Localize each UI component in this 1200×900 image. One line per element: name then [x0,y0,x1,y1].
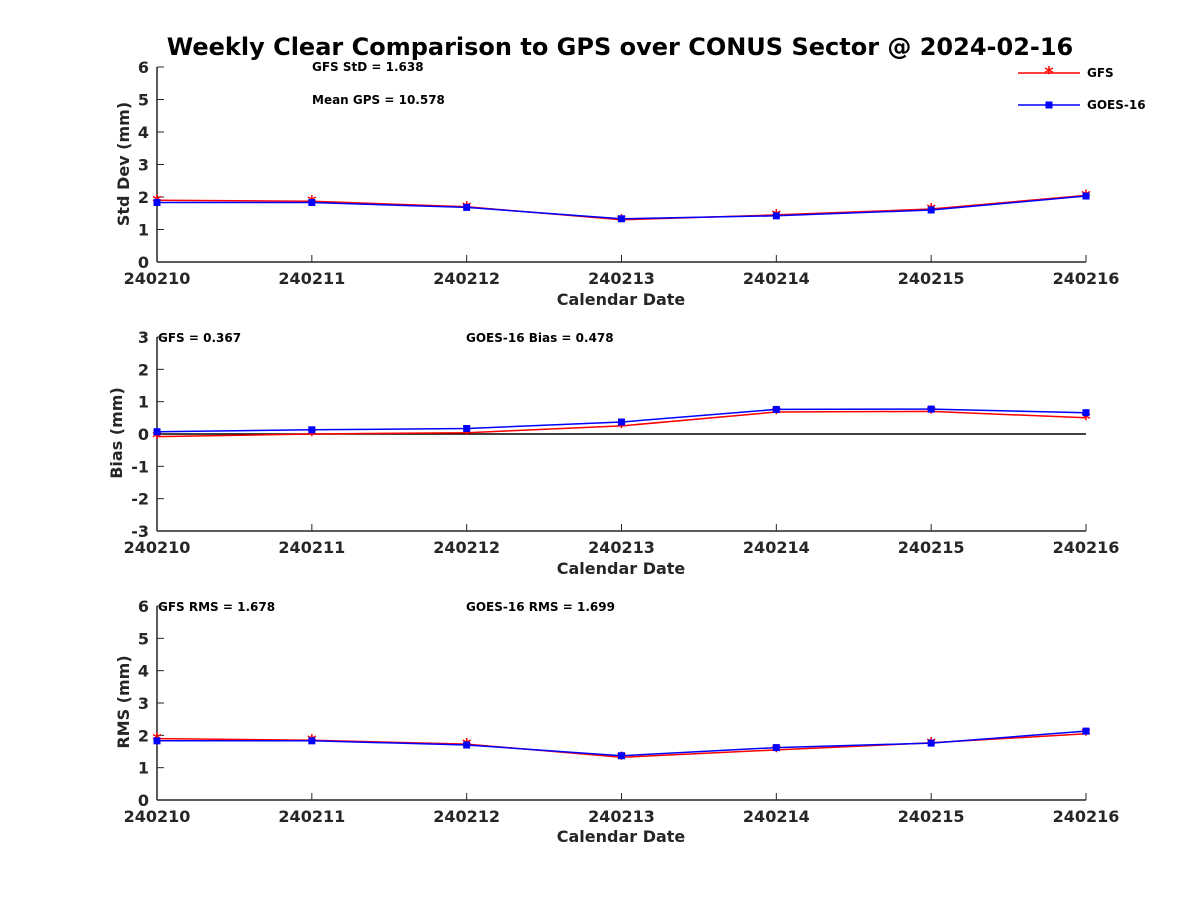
bias-plot-area: -3 -2 -1 0 1 2 3 240210 240211 240212 240213 240214… [124,328,1120,557]
bias-y-tick-label: -1 [131,457,149,476]
std-dev-annotation-mean-gps: Mean GPS = 10.578 [312,93,445,107]
rms-y-tick-label: 1 [138,759,149,778]
std-dev-point-goes16 [618,215,625,223]
bias-x-tick-label: 240216 [1053,538,1120,557]
std-dev-x-tick-label: 240214 [743,269,810,288]
std-dev-point-goes16 [308,199,316,207]
bias-point-goes16 [772,405,780,413]
bias-point-gfs: * [152,428,162,449]
rms-x-tick-label: 240214 [743,807,810,826]
rms-annotation-gfs: GFS RMS = 1.678 [158,600,275,614]
bias-x-tick-label: 240213 [588,538,655,557]
std-dev-y-tick-label: 4 [138,123,149,142]
std-dev-point-goes16 [927,206,935,214]
bias-point-goes16 [927,405,935,413]
rms-point-goes16 [463,741,471,749]
bias-point-gfs: * [926,402,936,423]
std-dev-panel: GFS StD = 1.638 Mean GPS = 10.578 Calend… [114,60,685,309]
std-dev-plot-area: 0 1 2 3 4 5 6 240210 240211 240212 240213 240214 240… [124,58,1120,288]
rms-y-tick-label: 2 [138,726,149,745]
rms-y-tick-label: 3 [138,694,149,713]
rms-y-tick-label: 4 [138,662,149,681]
std-dev-y-tick-label: 2 [138,188,149,207]
bias-x-tick-label: 240215 [898,538,965,557]
bias-y-tick-label: 1 [138,393,149,412]
legend: * GFS GOES-16 [1018,63,1146,112]
rms-point-goes16 [927,739,935,747]
std-dev-x-tick-label: 240213 [588,269,655,288]
bias-point-goes16 [618,418,625,426]
rms-point-goes16 [772,744,780,752]
std-dev-y-axis-label: Std Dev (mm) [114,102,133,226]
bias-point-gfs: * [617,417,627,438]
chart-title: Weekly Clear Comparison to GPS over CONU… [167,33,1074,61]
bias-y-tick-label: 0 [138,425,149,444]
std-dev-point-goes16 [463,203,471,211]
rms-point-goes16 [308,737,316,745]
rms-x-tick-label: 240215 [898,807,965,826]
bias-point-gfs: * [1081,409,1091,430]
rms-point-goes16 [153,737,161,745]
rms-annotation-goes16: GOES-16 RMS = 1.699 [466,600,615,614]
std-dev-point-goes16 [772,212,780,220]
std-dev-annotation-gfs: GFS StD = 1.638 [312,60,424,74]
std-dev-y-tick-label: 6 [138,58,149,77]
rms-point-goes16 [618,752,625,760]
bias-y-axis-label: Bias (mm) [107,387,126,479]
rms-point-gfs: * [772,741,782,762]
std-dev-x-tick-label: 240210 [124,269,191,288]
bias-x-tick-label: 240211 [278,538,345,557]
legend-label-goes16: GOES-16 [1087,98,1146,112]
std-dev-x-tick-label: 240215 [898,269,965,288]
bias-y-tick-label: -2 [131,490,149,509]
rms-y-tick-label: 6 [138,597,149,616]
rms-y-tick-label: 5 [138,629,149,648]
bias-point-gfs: * [772,403,782,424]
std-dev-x-tick-label: 240212 [433,269,500,288]
std-dev-point-goes16 [153,199,161,207]
rms-y-tick-label: 0 [138,791,149,810]
bias-x-axis-label: Calendar Date [557,559,686,578]
bias-point-goes16 [463,425,471,433]
std-dev-y-tick-label: 5 [138,91,149,110]
bias-point-goes16 [308,426,316,434]
rms-x-tick-label: 240211 [278,807,345,826]
std-dev-point-goes16 [1082,192,1090,200]
bias-x-tick-label: 240210 [124,538,191,557]
std-dev-x-axis-label: Calendar Date [557,290,686,309]
bias-y-tick-label: -3 [131,522,149,541]
bias-y-tick-label: 2 [138,360,149,379]
bias-point-gfs: * [462,424,472,445]
rms-x-axis-label: Calendar Date [557,827,686,846]
bias-annotation-goes16: GOES-16 Bias = 0.478 [466,331,614,345]
rms-y-axis-label: RMS (mm) [114,655,133,748]
rms-x-tick-label: 240213 [588,807,655,826]
legend-label-gfs: GFS [1087,66,1114,80]
bias-y-tick-label: 3 [138,328,149,347]
bias-x-tick-label: 240214 [743,538,810,557]
rms-x-tick-label: 240216 [1053,807,1120,826]
bias-panel: GFS = 0.367 GOES-16 Bias = 0.478 Calenda… [107,331,685,578]
std-dev-y-tick-label: 3 [138,156,149,175]
rms-plot-area: 0 1 2 3 4 5 6 240210 240211 240212 240213 240214 240… [124,597,1120,826]
bias-x-tick-label: 240212 [433,538,500,557]
std-dev-x-tick-label: 240216 [1053,269,1120,288]
bias-point-goes16 [153,428,161,436]
bias-point-gfs: * [307,425,317,446]
legend-marker-goes16 [1045,101,1053,109]
std-dev-y-tick-label: 1 [138,221,149,240]
bias-annotation-gfs: GFS = 0.367 [158,331,241,345]
rms-x-tick-label: 240210 [124,807,191,826]
rms-point-gfs: * [1081,725,1091,746]
legend-marker-gfs: * [1044,63,1054,84]
rms-point-goes16 [1082,727,1090,735]
rms-panel: GFS RMS = 1.678 GOES-16 RMS = 1.699 Cale… [114,600,685,846]
rms-x-tick-label: 240212 [433,807,500,826]
std-dev-y-tick-label: 0 [138,253,149,272]
bias-point-goes16 [1082,409,1090,417]
std-dev-x-tick-label: 240211 [278,269,345,288]
